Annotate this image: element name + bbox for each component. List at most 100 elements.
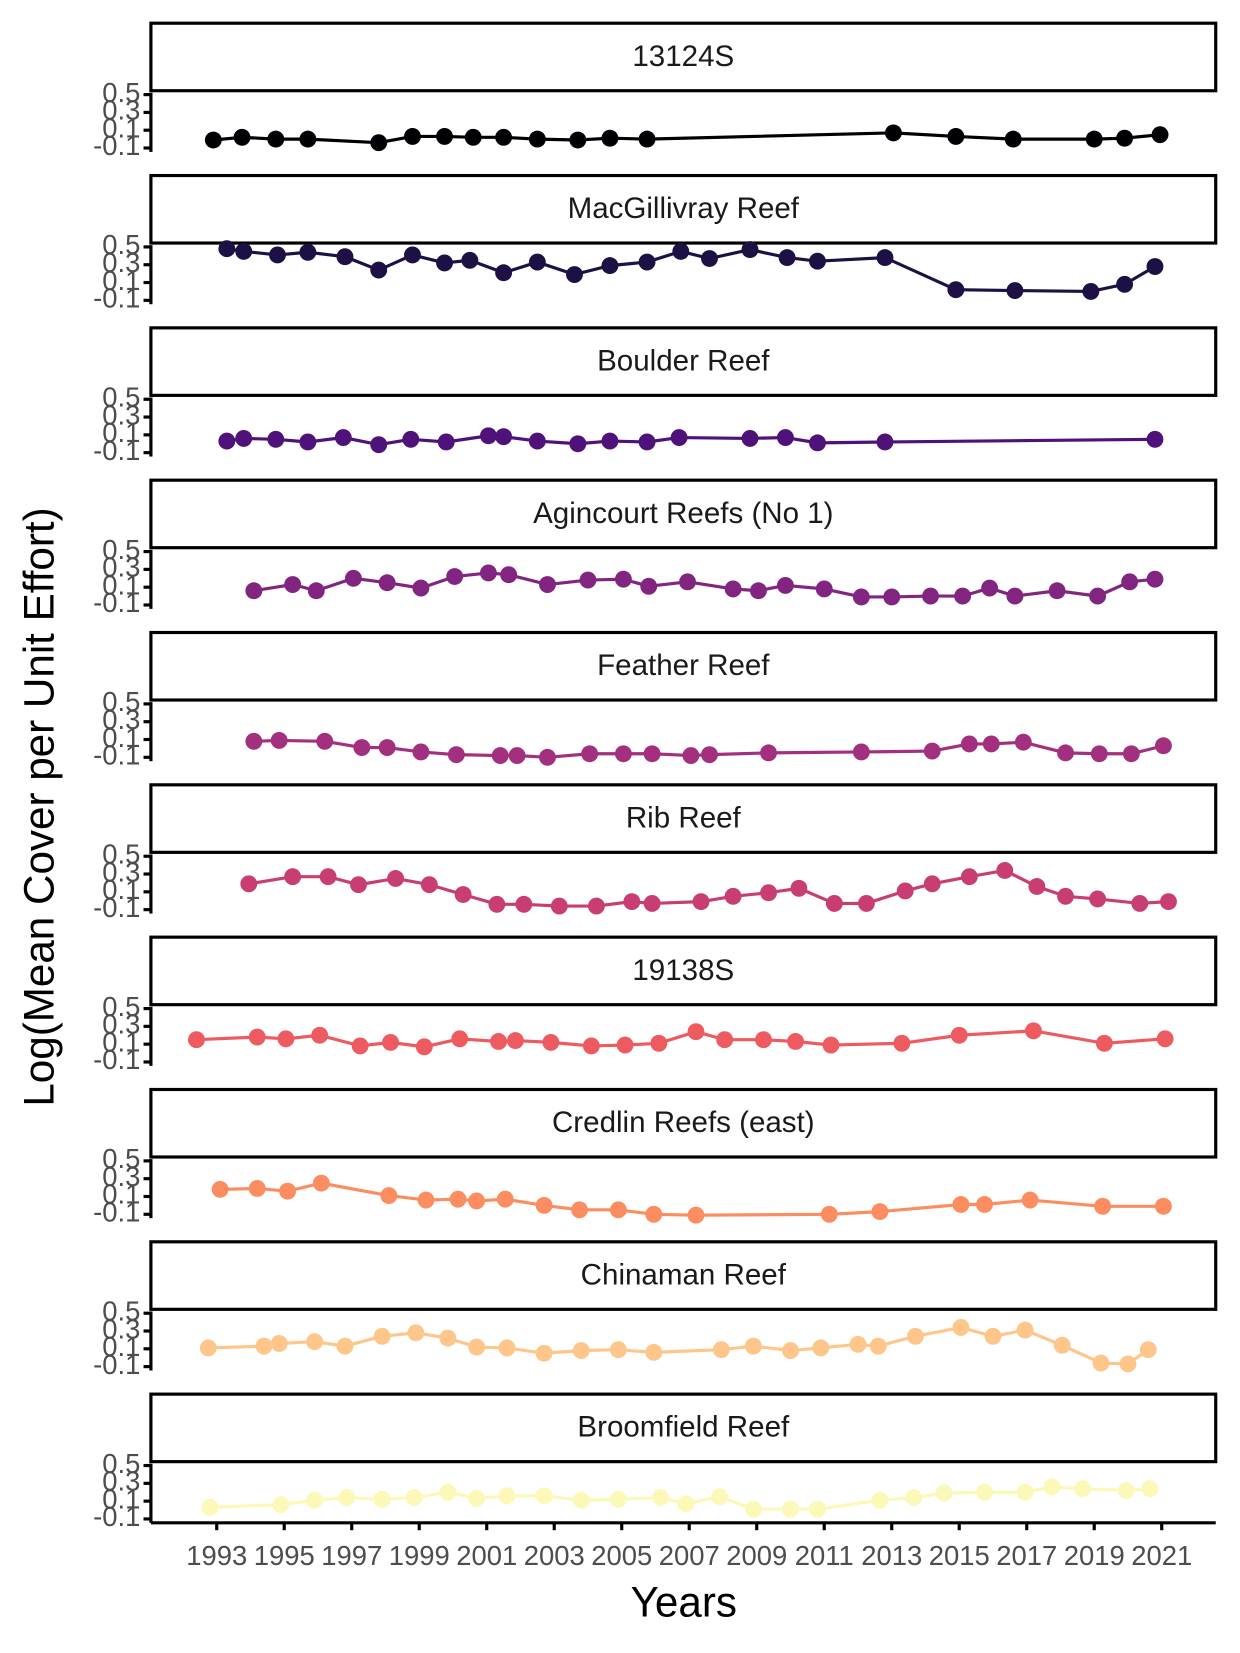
data-point <box>491 747 509 764</box>
data-point <box>852 743 870 761</box>
data-point <box>815 580 833 598</box>
data-point <box>528 432 546 450</box>
y-tick-label: 0.5 <box>102 838 140 869</box>
y-tick-label: -0.1 <box>93 283 140 314</box>
data-point <box>960 735 978 753</box>
data-point <box>370 134 388 152</box>
data-point <box>960 868 978 886</box>
data-point <box>724 887 742 905</box>
data-point <box>923 742 941 760</box>
data-point <box>495 128 513 146</box>
data-point <box>277 1030 295 1048</box>
data-point <box>755 1031 772 1049</box>
data-point <box>947 128 965 145</box>
data-point <box>1006 282 1024 299</box>
data-point <box>284 576 302 593</box>
data-point <box>312 1174 330 1192</box>
data-point <box>744 1337 762 1355</box>
y-tick-label: 0.3 <box>102 247 140 278</box>
data-point <box>299 130 317 148</box>
data-point <box>869 1337 887 1355</box>
data-point <box>535 1196 553 1214</box>
data-point <box>211 1180 229 1198</box>
y-tick-label: 0.1 <box>102 1331 140 1362</box>
y-tick-label: -0.1 <box>93 435 140 466</box>
facet-label: 13124S <box>632 40 734 73</box>
y-tick-label: 0.5 <box>102 1143 140 1174</box>
data-point <box>984 1327 1002 1345</box>
data-point <box>609 1490 627 1508</box>
data-point <box>468 1490 486 1507</box>
data-point <box>436 254 453 272</box>
data-point <box>1090 745 1108 763</box>
data-point <box>270 731 288 749</box>
data-point <box>218 432 236 450</box>
x-tick-label: 2011 <box>795 1540 854 1571</box>
x-tick-label: 2019 <box>1064 1540 1125 1571</box>
data-point <box>884 124 902 142</box>
data-point <box>849 1335 867 1353</box>
data-point <box>976 1196 993 1213</box>
data-point <box>996 862 1014 879</box>
data-point <box>760 744 777 762</box>
data-point <box>446 568 464 585</box>
data-point <box>1151 126 1169 144</box>
data-point <box>893 1034 911 1052</box>
data-point <box>334 429 352 446</box>
data-point <box>311 1026 329 1044</box>
data-point <box>749 582 767 600</box>
data-point <box>876 433 894 451</box>
facet-strip <box>149 1087 1218 1159</box>
facet-strip <box>149 630 1218 702</box>
data-point <box>284 868 302 886</box>
y-tick-label: 0.3 <box>102 1009 140 1040</box>
data-point <box>601 129 619 147</box>
data-point <box>506 1032 524 1050</box>
data-point <box>437 433 455 451</box>
data-point <box>616 1036 634 1054</box>
data-point <box>1156 1030 1174 1048</box>
data-point <box>468 1338 486 1356</box>
data-point <box>378 574 396 592</box>
data-point <box>447 746 465 764</box>
facet-strip <box>149 173 1218 245</box>
data-point <box>1116 129 1134 147</box>
data-point <box>1016 1321 1034 1339</box>
data-point <box>1146 430 1164 448</box>
data-point <box>935 1484 953 1502</box>
data-point <box>201 1498 219 1516</box>
data-point <box>464 128 482 146</box>
data-point <box>1092 1354 1110 1372</box>
data-point <box>461 251 479 269</box>
data-point <box>950 1026 968 1044</box>
data-point <box>420 876 438 894</box>
data-point <box>883 588 901 606</box>
data-point <box>404 128 421 145</box>
facet-strip <box>149 783 1218 854</box>
data-point <box>976 1483 993 1501</box>
data-point <box>876 249 894 267</box>
data-point <box>336 248 354 266</box>
x-tick-label: 2015 <box>929 1540 990 1571</box>
facet-label: 19138S <box>632 954 734 987</box>
y-tick-label: 0.1 <box>102 874 140 905</box>
data-point <box>498 1339 516 1357</box>
data-point <box>1139 1341 1157 1359</box>
data-point <box>404 246 421 264</box>
data-point <box>857 894 875 912</box>
x-tick-label: 2005 <box>591 1540 652 1571</box>
data-point <box>528 130 546 148</box>
data-point <box>535 1487 553 1505</box>
data-point <box>353 739 371 756</box>
y-tick-label: 0.3 <box>102 1466 140 1497</box>
data-point <box>776 429 794 446</box>
data-point <box>1154 737 1172 755</box>
data-point <box>539 576 556 593</box>
data-point <box>822 1036 840 1054</box>
data-point <box>741 241 759 259</box>
data-point <box>269 246 286 264</box>
y-tick-label: 0.3 <box>102 856 140 887</box>
data-point <box>351 1037 369 1055</box>
data-point <box>569 131 587 149</box>
